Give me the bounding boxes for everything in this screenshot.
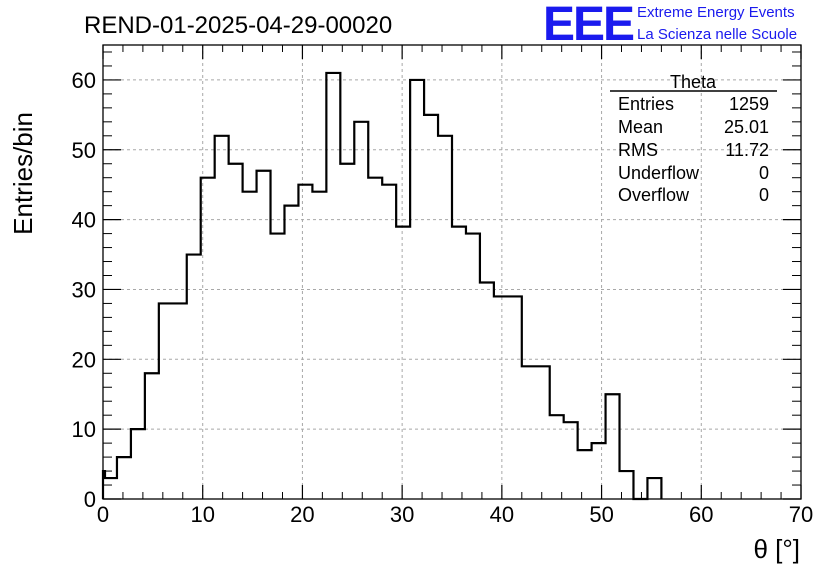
stats-value-mean: 25.01 [724,117,769,137]
axis-tick-labels: 0 10 20 30 40 50 60 70 0 10 20 30 40 50 60 [72,68,814,527]
y-axis-label: Entries/bin [8,112,38,235]
x-tick-label: 30 [390,502,414,527]
y-tick-label: 20 [72,347,96,372]
stats-value-overflow: 0 [759,185,769,205]
x-tick-label: 50 [589,502,613,527]
grid [103,45,801,499]
x-tick-label: 70 [789,502,813,527]
eee-logo-line1: Extreme Energy Events [637,4,795,21]
stats-label-overflow: Overflow [618,185,690,205]
eee-logo-mark: EEE [543,0,634,51]
plot-frame [102,44,802,500]
x-tick-label: 20 [290,502,314,527]
stats-label-underflow: Underflow [618,163,700,183]
y-tick-label: 10 [72,417,96,442]
stats-title: Theta [670,72,717,92]
x-tick-label: 60 [689,502,713,527]
x-tick-label: 10 [190,502,214,527]
stats-label-rms: RMS [618,140,658,160]
histogram-step-line [101,71,663,501]
stats-box: Theta Entries 1259 Mean 25.01 RMS 11.72 … [610,72,777,205]
y-tick-label: 0 [84,487,96,512]
x-tick-label: 40 [490,502,514,527]
y-tick-label: 40 [72,208,96,233]
stats-label-entries: Entries [618,94,674,114]
y-tick-label: 50 [72,138,96,163]
run-title: REND-01-2025-04-29-00020 [84,12,392,39]
y-tick-label: 60 [72,68,96,93]
x-tick-label: 0 [97,502,109,527]
x-axis-label: θ [°] [753,534,800,564]
eee-logo: EEE Extreme Energy Events La Scienza nel… [543,0,797,51]
stats-value-entries: 1259 [729,94,769,114]
stats-label-mean: Mean [618,117,663,137]
stats-value-rms: 11.72 [725,140,769,160]
stats-value-underflow: 0 [759,163,769,183]
eee-logo-line2: La Scienza nelle Scuole [637,26,797,43]
axis-ticks [102,45,802,500]
y-tick-label: 30 [72,277,96,302]
